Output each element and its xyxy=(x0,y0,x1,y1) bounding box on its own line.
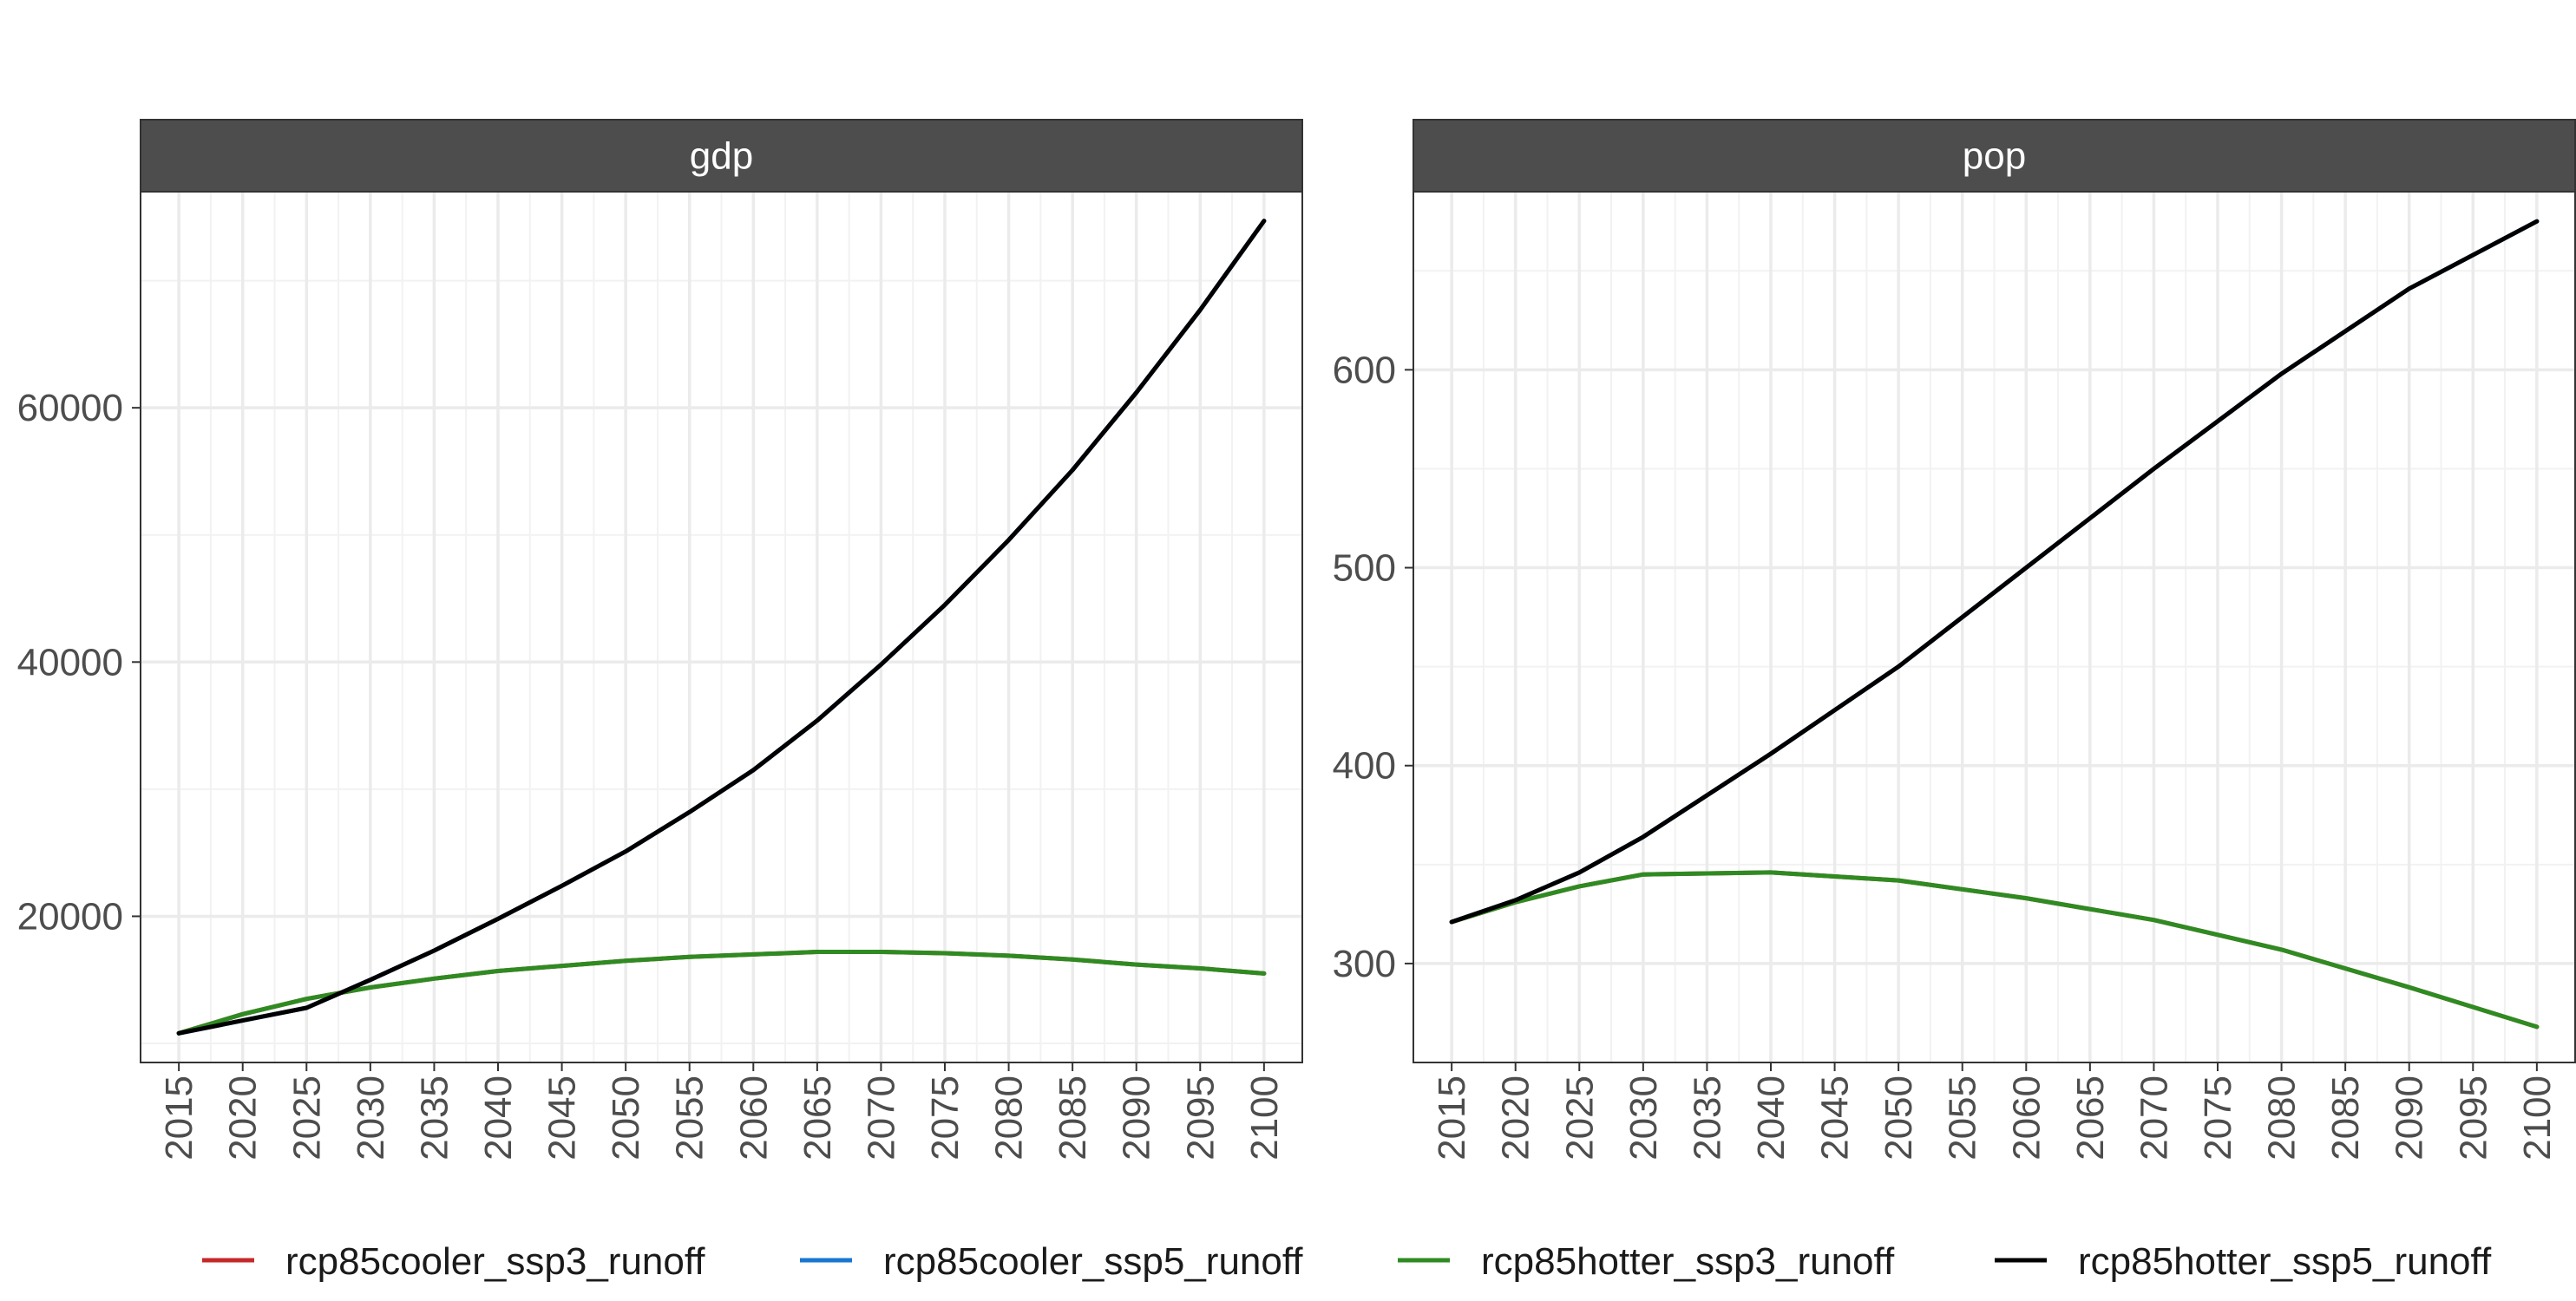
x-tick-label: 2075 xyxy=(924,1075,967,1160)
x-tick-label: 2050 xyxy=(1878,1075,1920,1160)
y-tick-label: 300 xyxy=(1333,943,1396,985)
x-tick-label: 2060 xyxy=(2005,1075,2048,1160)
x-tick-label: 2085 xyxy=(1052,1075,1094,1160)
x-tick-label: 2015 xyxy=(1431,1075,1473,1160)
legend-item: rcp85cooler_ssp3_runoff xyxy=(202,1240,705,1283)
series-line-rcp85hotter_ssp5_runoff xyxy=(1449,219,2540,925)
x-tick-label: 2020 xyxy=(222,1075,265,1160)
x-tick-label: 2040 xyxy=(477,1075,520,1160)
x-tick-label: 2045 xyxy=(1814,1075,1857,1160)
x-tick-label: 2095 xyxy=(2452,1075,2494,1160)
x-tick-label: 2090 xyxy=(2389,1075,2431,1160)
y-tick-label: 60000 xyxy=(17,387,123,429)
x-tick-label: 2035 xyxy=(1686,1075,1728,1160)
y-tick-label: 400 xyxy=(1333,745,1396,788)
x-tick-label: 2050 xyxy=(605,1075,647,1160)
x-tick-label: 2100 xyxy=(1243,1075,1286,1160)
x-tick-label: 2100 xyxy=(2516,1075,2559,1160)
series-line-rcp85hotter_ssp3_runoff xyxy=(1449,870,2540,1030)
facet-panel-pop: pop 300 400 500 600 2015 2020 2025 2030 2035 2040 2… xyxy=(1333,119,2576,1160)
x-tick-label: 2055 xyxy=(1942,1075,1984,1160)
y-tick-label: 500 xyxy=(1333,547,1396,590)
x-tick-label: 2025 xyxy=(285,1075,328,1160)
x-tick-label: 2065 xyxy=(2069,1075,2112,1160)
legend-label: rcp85cooler_ssp5_runoff xyxy=(883,1240,1303,1283)
x-tick-label: 2075 xyxy=(2197,1075,2239,1160)
x-tick-label: 2065 xyxy=(796,1075,839,1160)
legend-item: rcp85hotter_ssp5_runoff xyxy=(1995,1240,2492,1283)
legend-label: rcp85cooler_ssp3_runoff xyxy=(285,1240,705,1283)
x-tick-label: 2045 xyxy=(541,1075,584,1160)
x-tick-label: 2035 xyxy=(413,1075,456,1160)
legend-label: rcp85hotter_ssp5_runoff xyxy=(2078,1240,2492,1283)
x-tick-label: 2070 xyxy=(2133,1075,2175,1160)
x-tick-label: 2085 xyxy=(2324,1075,2367,1160)
y-tick-label: 40000 xyxy=(17,641,123,683)
facet-strip xyxy=(1413,119,2576,193)
series-line-rcp85hotter_ssp3_runoff xyxy=(176,950,1267,1036)
x-tick-label: 2080 xyxy=(2261,1075,2304,1160)
x-tick-label: 2025 xyxy=(1558,1075,1601,1160)
x-tick-label: 2030 xyxy=(1622,1075,1665,1160)
facet-strip xyxy=(140,119,1303,193)
facet-strip-label: pop xyxy=(1963,135,2026,178)
x-tick-label: 2030 xyxy=(350,1075,392,1160)
legend-label: rcp85hotter_ssp3_runoff xyxy=(1481,1240,1895,1283)
x-tick-label: 2060 xyxy=(732,1075,775,1160)
x-tick-label: 2095 xyxy=(1179,1075,1222,1160)
x-tick-label: 2070 xyxy=(860,1075,902,1160)
facet-panel-gdp: gdp 20000 40000 60000 2015 2020 2025 2030 2035 20… xyxy=(17,119,1303,1160)
y-tick-label: 600 xyxy=(1333,349,1396,391)
x-tick-label: 2015 xyxy=(158,1075,200,1160)
x-tick-label: 2040 xyxy=(1750,1075,1793,1160)
x-tick-label: 2020 xyxy=(1495,1075,1537,1160)
facet-strip-label: gdp xyxy=(690,135,753,178)
x-tick-label: 2090 xyxy=(1116,1075,1158,1160)
x-tick-label: 2055 xyxy=(669,1075,711,1160)
series-line-rcp85hotter_ssp5_runoff xyxy=(176,219,1267,1036)
legend-item: rcp85cooler_ssp5_runoff xyxy=(800,1240,1303,1283)
legend-item: rcp85hotter_ssp3_runoff xyxy=(1398,1240,1895,1283)
y-tick-label: 20000 xyxy=(17,895,123,938)
legend: rcp85cooler_ssp3_runoff rcp85cooler_ssp5_… xyxy=(202,1240,2492,1283)
x-tick-label: 2080 xyxy=(988,1075,1031,1160)
